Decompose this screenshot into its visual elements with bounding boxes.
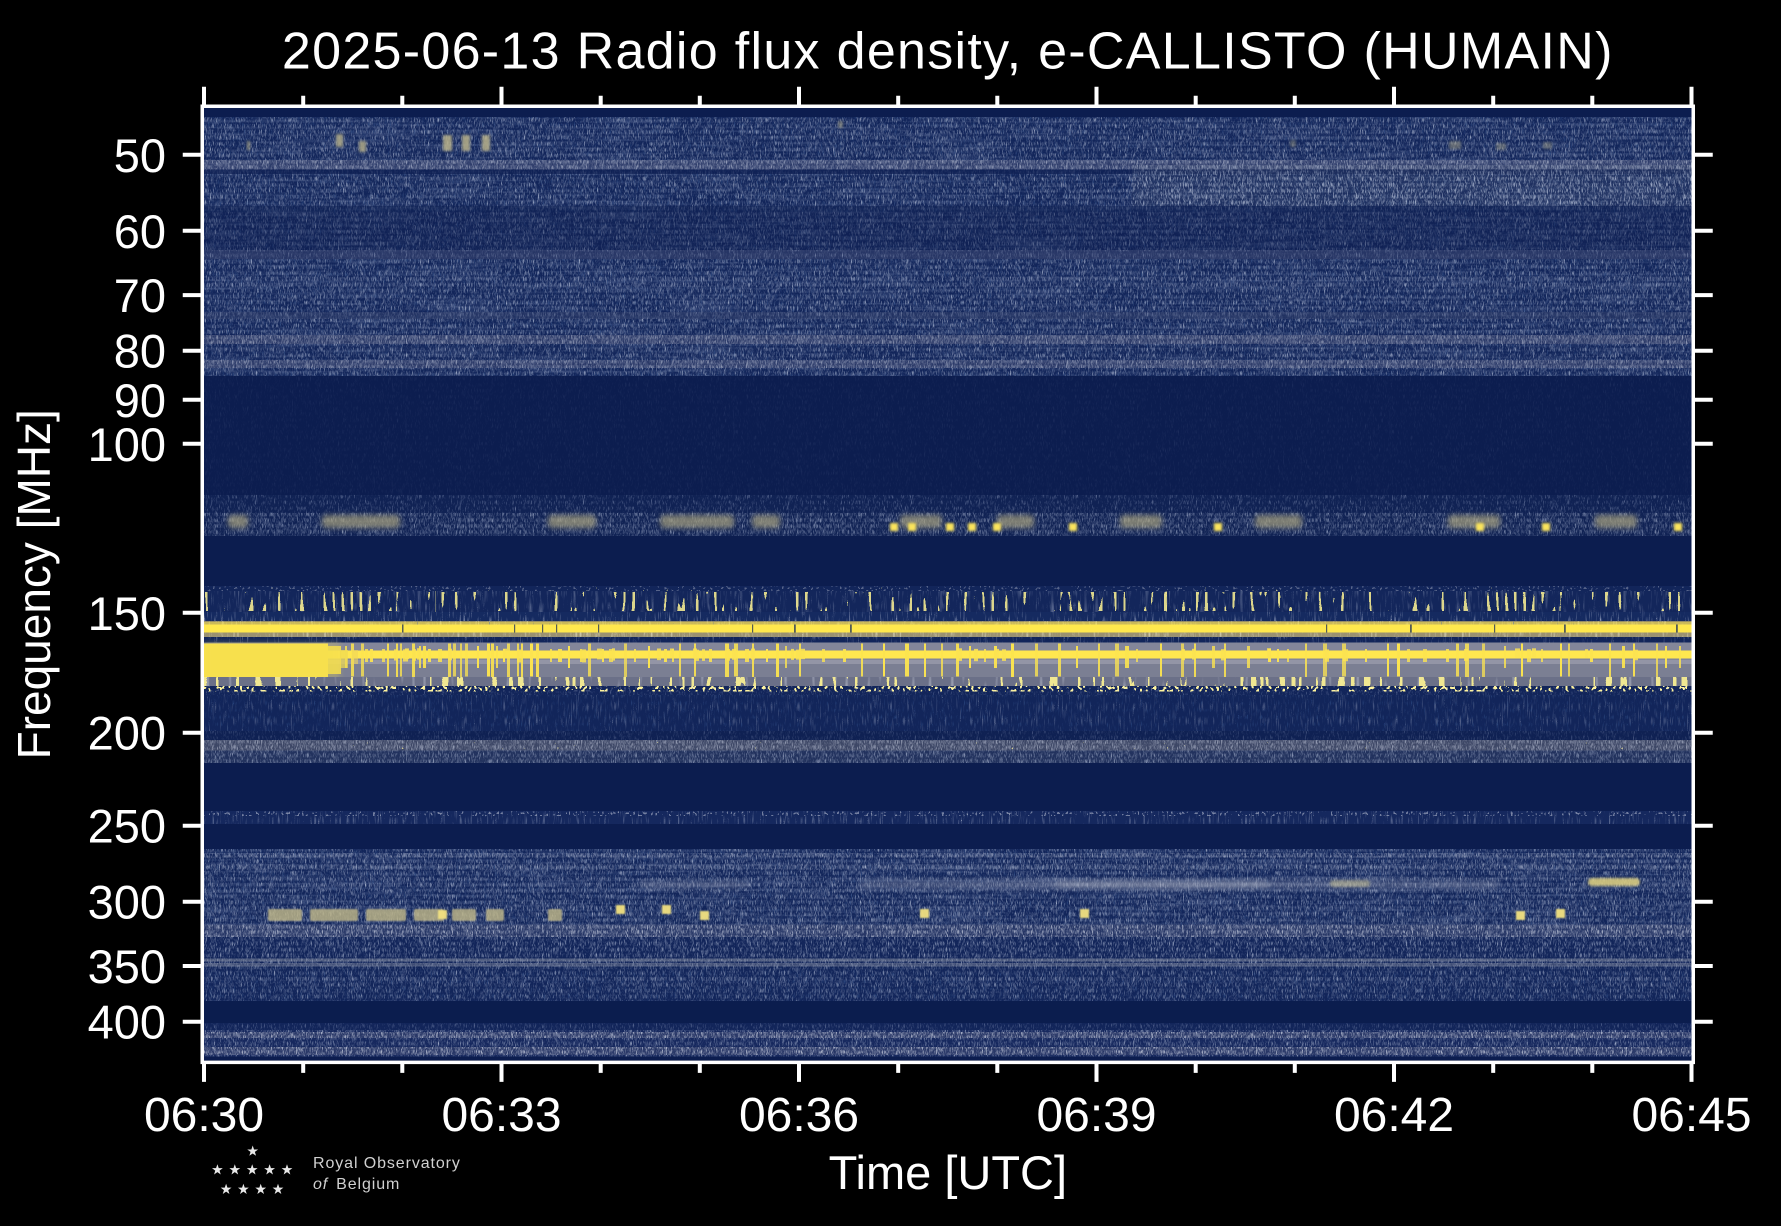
svg-text:200: 200 (88, 707, 166, 760)
svg-text:400: 400 (88, 996, 166, 1049)
svg-text:90: 90 (114, 374, 166, 427)
svg-text:70: 70 (114, 269, 166, 322)
svg-text:250: 250 (88, 800, 166, 853)
svg-text:06:39: 06:39 (1036, 1089, 1156, 1142)
svg-text:150: 150 (88, 587, 166, 640)
svg-text:06:30: 06:30 (144, 1089, 264, 1142)
svg-text:06:33: 06:33 (441, 1089, 561, 1142)
svg-text:80: 80 (114, 325, 166, 378)
svg-text:2025-06-13 Radio flux density,: 2025-06-13 Radio flux density, e-CALLIST… (282, 23, 1614, 81)
svg-text:350: 350 (88, 940, 166, 993)
svg-text:Frequency [MHz]: Frequency [MHz] (8, 409, 60, 759)
svg-text:Time [UTC]: Time [UTC] (829, 1146, 1067, 1199)
svg-text:300: 300 (88, 876, 166, 929)
svg-text:50: 50 (114, 129, 166, 182)
svg-text:06:42: 06:42 (1334, 1089, 1454, 1142)
svg-text:100: 100 (88, 418, 166, 471)
svg-text:Royal Observatory: Royal Observatory (313, 1155, 461, 1172)
svg-text:60: 60 (114, 205, 166, 258)
svg-text:06:36: 06:36 (739, 1089, 859, 1142)
svg-text:06:45: 06:45 (1631, 1089, 1751, 1142)
